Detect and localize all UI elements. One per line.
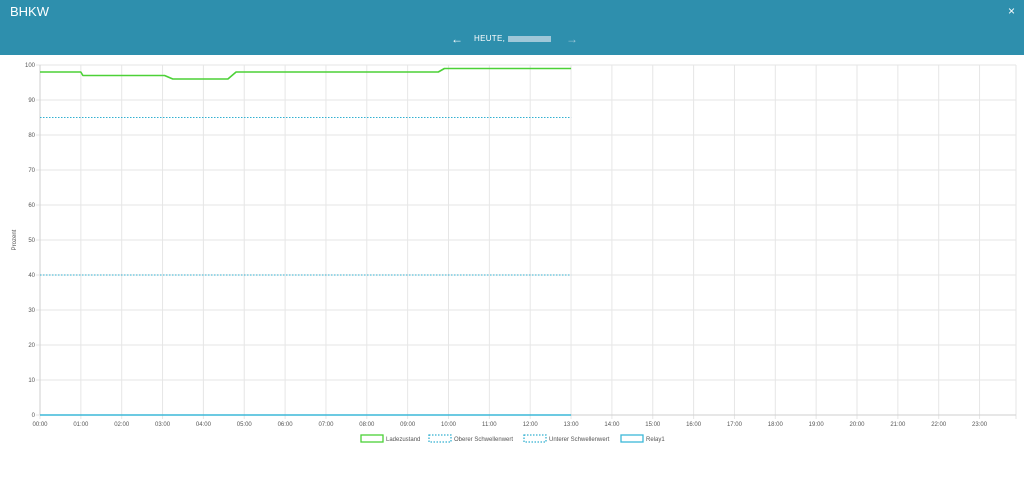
y-tick-label: 80: [28, 133, 35, 139]
x-tick-label: 07:00: [318, 422, 334, 428]
legend-swatch: [523, 434, 547, 443]
x-tick-label: 03:00: [155, 422, 171, 428]
x-tick-label: 11:00: [482, 422, 497, 428]
x-tick-label: 12:00: [523, 422, 539, 428]
redacted-date: [508, 36, 551, 42]
chart-grid: [36, 64, 1017, 419]
chart-series: [40, 67, 572, 416]
y-axis-ticks: 0 10 20 30 40 50 60 70 80 90 100: [25, 63, 36, 419]
x-tick-label: 20:00: [849, 422, 865, 428]
date-navigation: ← HEUTE, →: [0, 32, 1024, 48]
arrow-right-icon[interactable]: →: [566, 32, 578, 46]
legend-swatch: [620, 434, 644, 443]
y-tick-label: 20: [28, 343, 35, 349]
x-tick-label: 18:00: [768, 422, 784, 428]
legend-label: Relay1: [646, 437, 665, 443]
legend-swatch: [360, 434, 384, 443]
series-line: [40, 67, 572, 80]
legend-swatch: [428, 434, 452, 443]
date-label: HEUTE,: [474, 34, 506, 43]
y-tick-label: 90: [28, 98, 35, 104]
x-tick-label: 13:00: [564, 422, 580, 428]
arrow-left-icon[interactable]: ←: [451, 32, 463, 46]
x-tick-label: 22:00: [931, 422, 947, 428]
y-tick-label: 100: [25, 63, 36, 69]
x-tick-label: 14:00: [604, 422, 620, 428]
y-tick-label: 30: [28, 308, 35, 314]
line-chart: 0 10 20 30 40 50 60 70 80 90 100 00:00 01:00 02:00 03…: [12, 63, 1017, 443]
legend-label: Ladezustand: [386, 437, 420, 443]
y-tick-label: 60: [28, 203, 35, 209]
x-tick-label: 08:00: [359, 422, 375, 428]
legend-label: Unterer Schwellenwert: [549, 437, 610, 443]
x-tick-label: 09:00: [400, 422, 416, 428]
y-tick-label: 40: [28, 273, 35, 279]
close-icon[interactable]: ×: [1007, 4, 1015, 18]
y-tick-label: 70: [28, 168, 35, 174]
x-tick-label: 21:00: [890, 422, 906, 428]
x-tick-label: 06:00: [278, 422, 294, 428]
chart-legend: Ladezustand Oberer Schwellenwert Unterer S…: [360, 434, 665, 443]
y-tick-label: 10: [28, 378, 35, 384]
x-tick-label: 17:00: [727, 422, 743, 428]
window-title: BHKW: [10, 4, 49, 19]
x-tick-label: 02:00: [114, 422, 130, 428]
app-header: BHKW × ← HEUTE, →: [0, 0, 1024, 55]
x-tick-label: 15:00: [645, 422, 661, 428]
x-tick-label: 16:00: [686, 422, 702, 428]
x-axis-ticks: 00:00 01:00 02:00 03:00 04:00 05:00 06:00 07:00…: [32, 422, 987, 428]
y-axis-label: Prozent: [12, 229, 18, 250]
x-tick-label: 01:00: [73, 422, 89, 428]
y-tick-label: 50: [28, 238, 35, 244]
x-tick-label: 19:00: [809, 422, 825, 428]
x-tick-label: 00:00: [32, 422, 48, 428]
y-tick-label: 0: [32, 413, 36, 419]
x-tick-label: 10:00: [441, 422, 457, 428]
x-tick-label: 04:00: [196, 422, 212, 428]
legend-label: Oberer Schwellenwert: [454, 437, 513, 443]
x-tick-label: 23:00: [972, 422, 988, 428]
x-tick-label: 05:00: [237, 422, 253, 428]
